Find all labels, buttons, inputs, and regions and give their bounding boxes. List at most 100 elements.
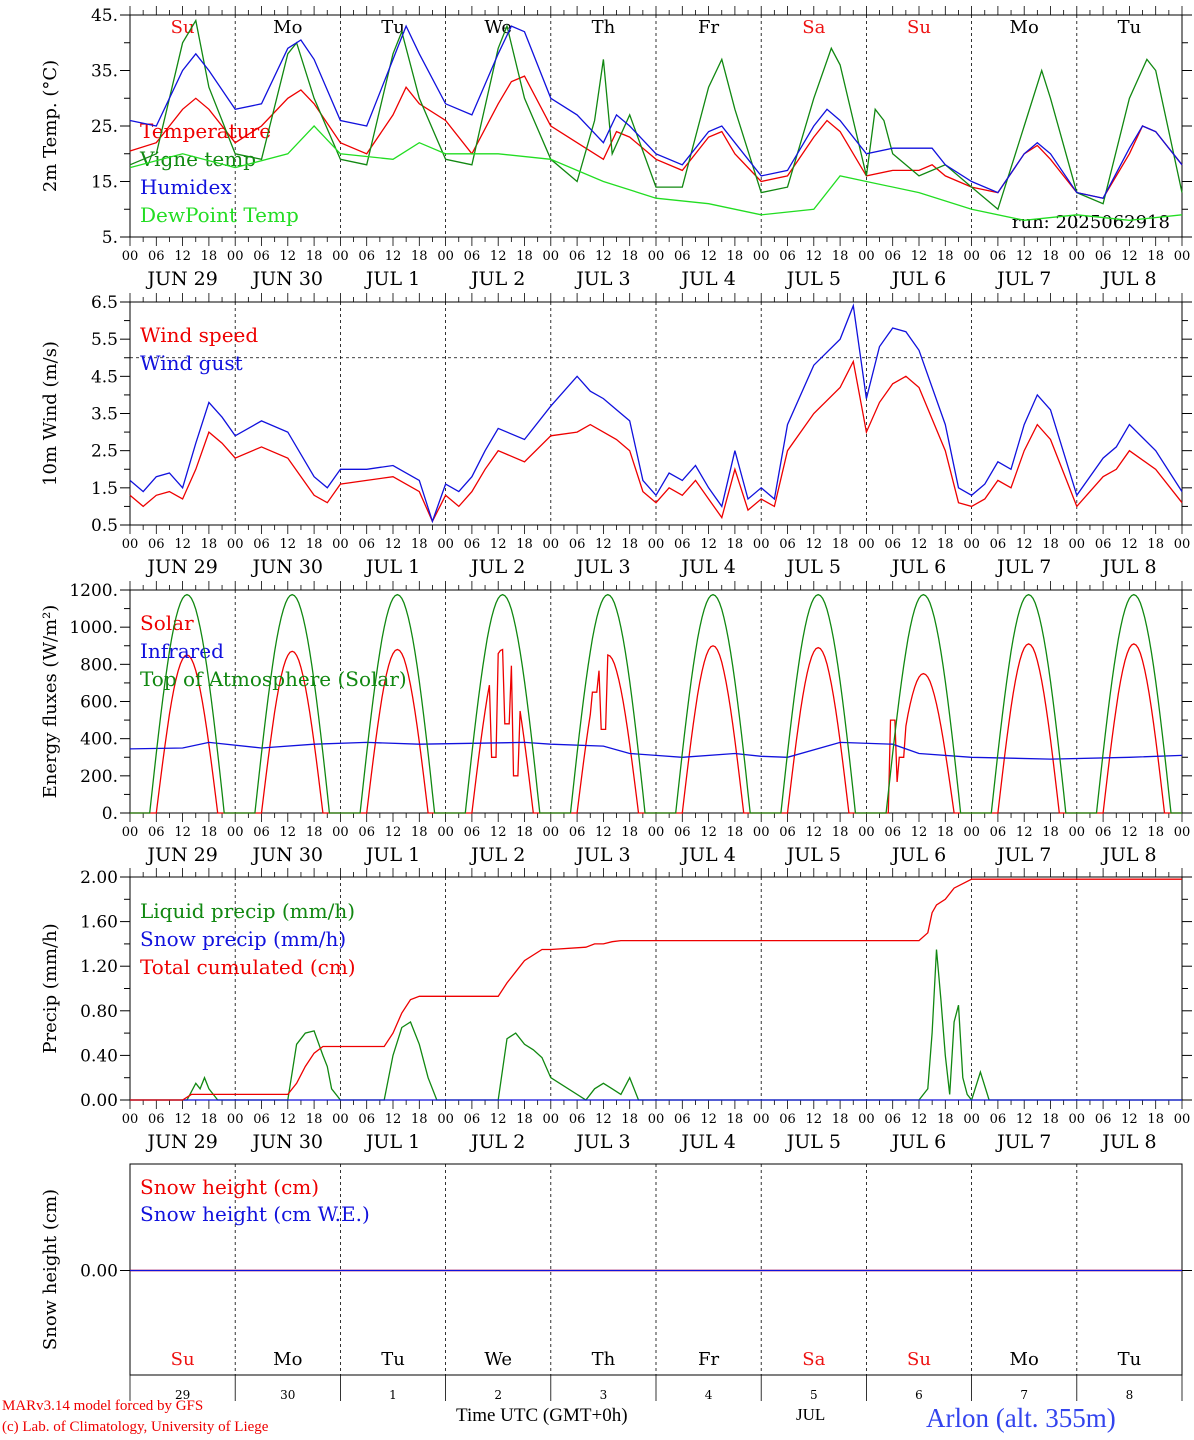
series-line [130, 878, 1182, 1101]
day-name-label: Tu [1118, 17, 1142, 38]
hour-tick-label: 18 [411, 825, 428, 840]
legend-label: Total cumulated (cm) [140, 955, 356, 979]
hour-tick-label: 12 [174, 1112, 191, 1127]
hour-tick-label: 00 [753, 249, 770, 264]
hour-tick-label: 06 [148, 249, 165, 264]
date-label: JUL 5 [785, 268, 841, 290]
hour-tick-label: 00 [858, 249, 875, 264]
hour-tick-label: 06 [253, 249, 270, 264]
date-label: JUL 4 [679, 556, 735, 578]
hour-tick-label: 12 [490, 825, 507, 840]
hour-tick-label: 06 [779, 825, 796, 840]
date-label: JUL 4 [679, 844, 735, 866]
hour-tick-label: 06 [779, 1112, 796, 1127]
hour-tick-label: 06 [779, 249, 796, 264]
hour-tick-label: 00 [753, 1112, 770, 1127]
hour-tick-label: 12 [385, 249, 402, 264]
date-label: JUL 4 [679, 1131, 735, 1153]
date-label: JUL 8 [1100, 1131, 1156, 1153]
hour-tick-label: 18 [1042, 825, 1059, 840]
hour-tick-label: 18 [727, 537, 744, 552]
date-label: JUL 5 [785, 844, 841, 866]
hour-tick-label: 18 [516, 825, 533, 840]
hour-tick-label: 12 [385, 537, 402, 552]
legend-label: Infrared [140, 639, 224, 663]
hour-tick-label: 00 [332, 825, 349, 840]
hour-tick-label: 12 [1016, 249, 1033, 264]
hour-tick-label: 18 [621, 249, 638, 264]
y-tick-label: 2.5 [91, 442, 118, 462]
y-tick-label: 0.80 [80, 1002, 118, 1022]
bottom-day-label: 5 [810, 1388, 818, 1402]
hour-tick-label: 18 [516, 1112, 533, 1127]
hour-tick-label: 18 [516, 537, 533, 552]
hour-tick-label: 18 [411, 1112, 428, 1127]
hour-tick-label: 12 [700, 537, 717, 552]
hour-tick-label: 06 [884, 825, 901, 840]
date-label: JUL 2 [469, 268, 525, 290]
series-line [129, 359, 1183, 523]
day-name-label: Tu [1118, 1349, 1142, 1370]
date-label: JUL 2 [469, 844, 525, 866]
legend-label: DewPoint Temp [140, 203, 299, 227]
hour-tick-label: 00 [227, 1112, 244, 1127]
hour-tick-label: 06 [990, 1112, 1007, 1127]
hour-tick-label: 00 [332, 1112, 349, 1127]
date-label: JUL 6 [890, 1131, 946, 1153]
hour-tick-label: 00 [858, 1112, 875, 1127]
hour-tick-label: 06 [1095, 825, 1112, 840]
y-tick-label: 45. [91, 6, 118, 26]
hour-tick-label: 06 [253, 537, 270, 552]
hour-tick-label: 12 [595, 825, 612, 840]
y-tick-label: 5. [102, 228, 118, 248]
day-name-label: Sa [802, 17, 825, 38]
y-tick-label: 5.5 [91, 330, 118, 350]
hour-tick-label: 12 [911, 249, 928, 264]
y-tick-label: 0.40 [80, 1046, 118, 1066]
hour-tick-label: 12 [280, 825, 297, 840]
y-tick-label: 0.00 [80, 1262, 118, 1282]
day-name-label: We [484, 17, 512, 38]
y-tick-label: 1.5 [91, 479, 118, 499]
bottom-day-label: 8 [1126, 1388, 1134, 1402]
y-tick-label: 0. [102, 804, 118, 824]
date-label: JUL 7 [995, 556, 1051, 578]
y-tick-label: 400. [80, 730, 118, 750]
date-label: JUL 3 [574, 844, 630, 866]
hour-tick-label: 18 [306, 825, 323, 840]
hour-tick-label: 12 [490, 537, 507, 552]
hour-tick-label: 06 [569, 1112, 586, 1127]
hour-tick-label: 00 [1174, 249, 1191, 264]
station-label: Arlon (alt. 355m) [926, 1403, 1116, 1433]
date-label: JUL 1 [364, 1131, 420, 1153]
hour-tick-label: 06 [464, 1112, 481, 1127]
hour-tick-label: 00 [648, 537, 665, 552]
hour-tick-label: 18 [1042, 537, 1059, 552]
date-label: JUN 29 [145, 556, 217, 578]
date-label: JUL 1 [364, 844, 420, 866]
y-axis-label: Energy fluxes (W/m²) [40, 605, 61, 799]
hour-tick-label: 06 [464, 249, 481, 264]
date-label: JUL 6 [890, 844, 946, 866]
hour-tick-label: 06 [674, 249, 691, 264]
hour-tick-label: 18 [1147, 249, 1164, 264]
hour-tick-label: 06 [1095, 249, 1112, 264]
y-tick-label: 2.00 [80, 868, 118, 888]
hour-tick-label: 06 [358, 825, 375, 840]
legend-label: Solar [140, 611, 194, 635]
model-credit: MARv3.14 model forced by GFS [2, 1398, 204, 1414]
hour-tick-label: 00 [543, 249, 560, 264]
hour-tick-label: 06 [358, 249, 375, 264]
y-axis-label: Snow height (cm) [40, 1189, 61, 1350]
hour-tick-label: 06 [253, 1112, 270, 1127]
hour-tick-label: 06 [148, 1112, 165, 1127]
hour-tick-label: 06 [464, 537, 481, 552]
hour-tick-label: 06 [148, 537, 165, 552]
y-tick-label: 4.5 [91, 367, 118, 387]
hour-tick-label: 18 [201, 825, 218, 840]
day-name-label: We [484, 1349, 512, 1370]
hour-tick-label: 00 [1174, 825, 1191, 840]
date-label: JUL 6 [890, 268, 946, 290]
date-label: JUN 29 [145, 844, 217, 866]
panel-frame [129, 301, 1183, 526]
